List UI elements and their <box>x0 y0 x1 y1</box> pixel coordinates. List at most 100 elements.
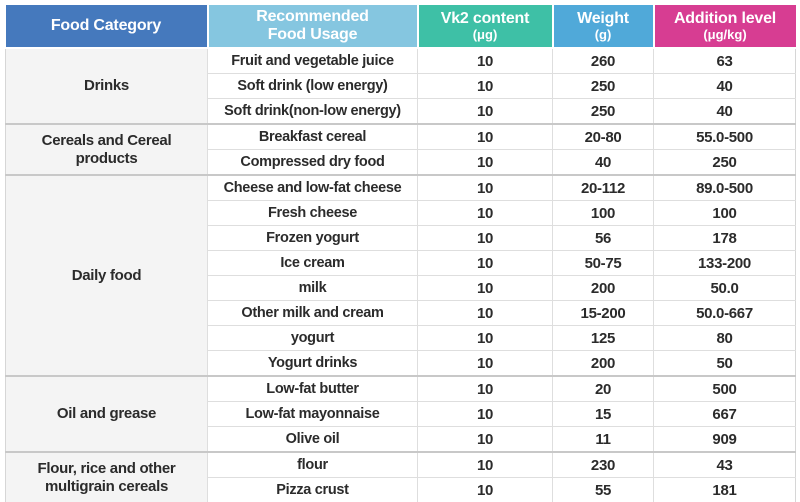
table-row: Fresh cheese 10 100 100 <box>6 200 796 226</box>
weight-cell: 100 <box>552 200 654 226</box>
weight-cell: 56 <box>552 225 654 251</box>
vk2-content-cell: 10 <box>417 275 553 301</box>
addition-level-cell: 50.0 <box>653 275 796 301</box>
addition-level-cell: 40 <box>653 98 796 125</box>
usage-cell: Frozen yogurt <box>207 225 418 251</box>
vk2-content-cell: 10 <box>417 426 553 453</box>
category-cell: Flour, rice and other multigrain cereals <box>5 451 208 502</box>
category-cell: Drinks <box>5 47 208 125</box>
vk2-content-cell: 10 <box>417 123 553 150</box>
table-row: Ice cream 10 50-75 133-200 <box>6 250 796 276</box>
weight-cell: 15 <box>552 401 654 427</box>
usage-cell: Soft drink(non-low energy) <box>207 98 418 125</box>
vk2-content-cell: 10 <box>417 149 553 176</box>
weight-cell: 200 <box>552 275 654 301</box>
weight-cell: 200 <box>552 350 654 377</box>
addition-level-cell: 181 <box>653 477 796 502</box>
vk2-content-cell: 10 <box>417 477 553 502</box>
weight-cell: 250 <box>552 73 654 99</box>
table-row: milk 10 200 50.0 <box>6 275 796 301</box>
vk2-content-cell: 10 <box>417 375 553 402</box>
usage-cell: flour <box>207 451 418 478</box>
table-row: Cereals and Cereal products Breakfast cer… <box>5 123 796 176</box>
addition-level-cell: 80 <box>653 325 796 351</box>
weight-cell: 230 <box>552 451 654 478</box>
usage-cell: Low-fat butter <box>207 375 418 402</box>
weight-cell: 50-75 <box>552 250 654 276</box>
weight-cell: 11 <box>552 426 654 453</box>
weight-cell: 55 <box>552 477 654 502</box>
table-row: Daily food Cheese and low-fat cheese 10 20-… <box>5 174 796 377</box>
addition-level-cell: 63 <box>653 47 796 74</box>
addition-level-cell: 89.0-500 <box>653 174 796 201</box>
table-row: Oil and grease Low-fat butter 10 20 500 <box>5 375 796 453</box>
header-unit: (μg/kg) <box>703 27 747 42</box>
table-row: Olive oil 10 11 909 <box>6 426 796 453</box>
col-header-food-category: Food Category <box>5 5 208 49</box>
header-label: Weight <box>577 10 629 27</box>
weight-cell: 20 <box>552 375 654 402</box>
usage-cell: Yogurt drinks <box>207 350 418 377</box>
category-cell: Oil and grease <box>5 375 208 453</box>
addition-level-cell: 50 <box>653 350 796 377</box>
weight-cell: 40 <box>552 149 654 176</box>
table-row: Yogurt drinks 10 200 50 <box>6 350 796 377</box>
table-row: Drinks Fruit and vegetable juice 10 260 63 <box>5 47 796 125</box>
header-unit: (μg) <box>472 27 498 42</box>
table-row: Soft drink(non-low energy) 10 250 40 <box>6 98 796 125</box>
header-unit: (g) <box>594 27 612 42</box>
addition-level-cell: 178 <box>653 225 796 251</box>
vk2-content-cell: 10 <box>417 200 553 226</box>
usage-cell: Compressed dry food <box>207 149 418 176</box>
addition-level-cell: 43 <box>653 451 796 478</box>
vk2-content-cell: 10 <box>417 451 553 478</box>
vk2-content-cell: 10 <box>417 401 553 427</box>
vk2-content-cell: 10 <box>417 300 553 326</box>
header-label: Recommended <box>256 8 369 25</box>
vk2-content-cell: 10 <box>417 325 553 351</box>
usage-cell: Soft drink (low energy) <box>207 73 418 99</box>
vk2-content-cell: 10 <box>417 47 553 74</box>
usage-cell: Olive oil <box>207 426 418 453</box>
table-row: Pizza crust 10 55 181 <box>6 477 796 502</box>
header-label: Food Category <box>50 17 162 34</box>
usage-cell: Ice cream <box>207 250 418 276</box>
usage-cell: Cheese and low-fat cheese <box>207 174 418 201</box>
addition-level-cell: 40 <box>653 73 796 99</box>
table-header: Food Category Recommended Food Usage Vk2… <box>5 5 796 49</box>
category-cell: Cereals and Cereal products <box>5 123 208 176</box>
addition-level-cell: 909 <box>653 426 796 453</box>
header-label: Vk2 content <box>440 10 530 27</box>
category-cell: Daily food <box>5 174 208 377</box>
table-row: Other milk and cream 10 15-200 50.0-667 <box>6 300 796 326</box>
usage-cell: Fruit and vegetable juice <box>207 47 418 74</box>
weight-cell: 250 <box>552 98 654 125</box>
table-row: Flour, rice and other multigrain cereals… <box>5 451 796 502</box>
addition-level-cell: 500 <box>653 375 796 402</box>
weight-cell: 260 <box>552 47 654 74</box>
table-row: Soft drink (low energy) 10 250 40 <box>6 73 796 99</box>
vk2-content-cell: 10 <box>417 250 553 276</box>
vk2-content-cell: 10 <box>417 225 553 251</box>
usage-cell: Low-fat mayonnaise <box>207 401 418 427</box>
usage-cell: yogurt <box>207 325 418 351</box>
weight-cell: 15-200 <box>552 300 654 326</box>
addition-level-cell: 55.0-500 <box>653 123 796 150</box>
usage-cell: milk <box>207 275 418 301</box>
usage-cell: Fresh cheese <box>207 200 418 226</box>
col-header-weight: Weight (g) <box>551 5 654 49</box>
vk2-content-cell: 10 <box>417 174 553 201</box>
usage-cell: Breakfast cereal <box>207 123 418 150</box>
header-label: Addition level <box>673 10 777 27</box>
addition-level-cell: 250 <box>653 149 796 176</box>
col-header-recommended-food-usage: Recommended Food Usage <box>206 5 418 49</box>
addition-level-cell: 667 <box>653 401 796 427</box>
addition-level-cell: 133-200 <box>653 250 796 276</box>
vk2-addition-table: Food Category Recommended Food Usage Vk2… <box>5 5 796 502</box>
usage-cell: Pizza crust <box>207 477 418 502</box>
table-body: Drinks Fruit and vegetable juice 10 260 63 So… <box>5 47 796 502</box>
col-header-addition-level: Addition level (μg/kg) <box>652 5 796 49</box>
addition-level-cell: 100 <box>653 200 796 226</box>
addition-level-cell: 50.0-667 <box>653 300 796 326</box>
